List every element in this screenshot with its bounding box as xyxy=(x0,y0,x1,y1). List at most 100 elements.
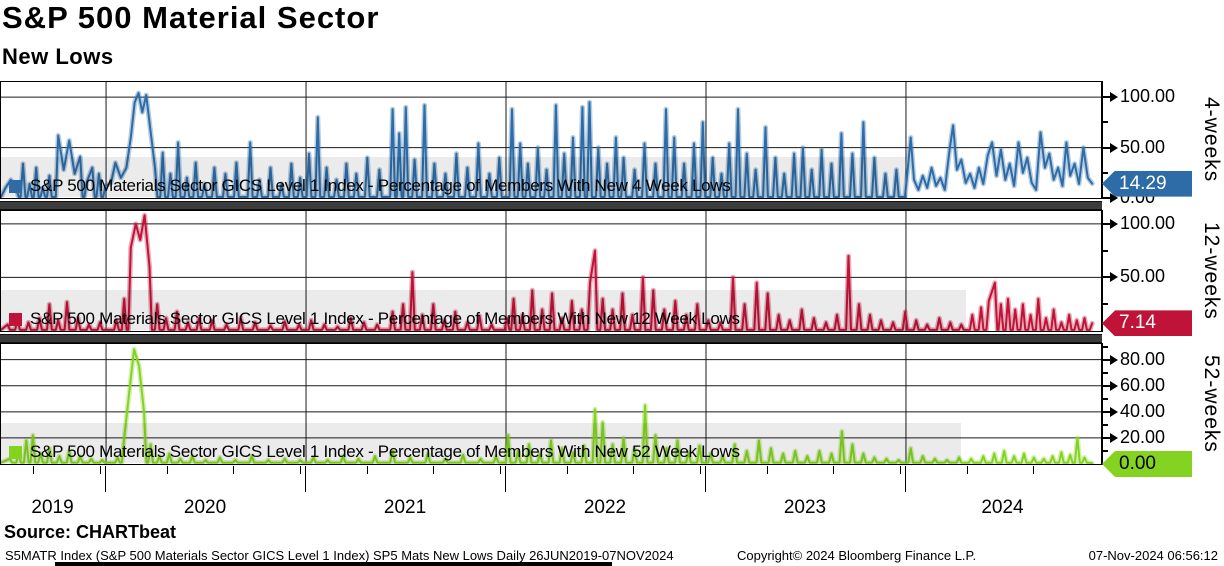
x-minor-tick xyxy=(767,466,768,474)
page-subtitle: New Lows xyxy=(2,44,114,69)
x-tick-label-2023: 2023 xyxy=(783,497,827,518)
plot-4-weeks xyxy=(1,82,1101,198)
y-minor-tick xyxy=(1102,303,1108,306)
legend-12-weeks: S&P 500 Materials Sector GICS Level 1 In… xyxy=(9,309,740,329)
plot-52-weeks xyxy=(1,344,1101,464)
y-minor-tick xyxy=(1102,121,1108,124)
y-tick-label: 100.00 xyxy=(1120,86,1176,107)
legend-label: S&P 500 Materials Sector GICS Level 1 In… xyxy=(30,176,731,195)
y-minor-tick xyxy=(1102,249,1108,252)
y-minor-tick xyxy=(1102,397,1108,400)
legend-marker-icon xyxy=(9,445,22,459)
x-minor-tick xyxy=(833,466,834,474)
y-tick xyxy=(1102,358,1112,361)
x-minor-tick xyxy=(1033,466,1034,474)
y-tick-arrow-icon xyxy=(1110,272,1118,283)
legend-label: S&P 500 Materials Sector GICS Level 1 In… xyxy=(30,442,740,461)
x-minor-tick xyxy=(167,466,168,474)
x-minor-tick xyxy=(633,466,634,474)
right-axis-column: 100.00 50.00 0.00 14.29 4-weeks 100.00 50.00 7.… xyxy=(1100,0,1224,566)
y-tick xyxy=(1102,276,1112,279)
legend-label: S&P 500 Materials Sector GICS Level 1 In… xyxy=(30,309,740,328)
year-separator xyxy=(305,466,307,492)
last-value-badge-52-weeks: 0.00 xyxy=(1102,451,1192,477)
y-tick xyxy=(1102,146,1112,149)
year-separator xyxy=(105,466,107,492)
series-line-12-weeks xyxy=(1,214,1094,331)
legend-band xyxy=(1,423,961,463)
series-line-4-weeks xyxy=(1,92,1094,198)
series-line-52-weeks xyxy=(1,348,1094,464)
panel-axis-label-12-weeks: 12-weeks xyxy=(1200,222,1223,320)
legend-marker-icon xyxy=(9,312,22,326)
y-tick-label: 80.00 xyxy=(1120,348,1166,369)
panel-separator xyxy=(0,201,1102,210)
x-minor-tick xyxy=(500,466,501,474)
x-minor-tick xyxy=(700,466,701,474)
y-tick-arrow-icon xyxy=(1110,92,1118,103)
y-tick-arrow-icon xyxy=(1110,380,1118,391)
legend-band xyxy=(1,290,966,330)
y-tick xyxy=(1102,384,1112,387)
y-tick-arrow-icon xyxy=(1110,432,1118,443)
legend-band xyxy=(1,157,906,197)
source-line: Source: CHARTbeat xyxy=(4,522,177,542)
y-tick xyxy=(1102,436,1112,439)
y-tick xyxy=(1102,410,1112,413)
y-tick-label: 20.00 xyxy=(1120,426,1166,447)
x-minor-tick xyxy=(100,466,101,474)
y-tick-arrow-icon xyxy=(1110,142,1118,153)
x-minor-tick xyxy=(967,466,968,474)
x-tick-label-2024: 2024 xyxy=(981,497,1024,518)
x-minor-tick xyxy=(433,466,434,474)
y-minor-tick xyxy=(1102,423,1108,426)
y-tick xyxy=(1102,197,1112,199)
panel-separator xyxy=(0,334,1102,343)
x-tick-label-2022: 2022 xyxy=(583,497,627,518)
x-minor-tick xyxy=(900,466,901,474)
y-tick-arrow-icon xyxy=(1110,193,1118,203)
panel-52-weeks[interactable]: S&P 500 Materials Sector GICS Level 1 In… xyxy=(0,343,1103,465)
legend-52-weeks: S&P 500 Materials Sector GICS Level 1 In… xyxy=(9,442,740,462)
panel-12-weeks[interactable]: S&P 500 Materials Sector GICS Level 1 In… xyxy=(0,210,1103,332)
x-minor-tick xyxy=(233,466,234,474)
legend-4-weeks: S&P 500 Materials Sector GICS Level 1 In… xyxy=(9,176,731,196)
y-tick-label: 40.00 xyxy=(1120,400,1166,421)
x-minor-tick xyxy=(567,466,568,474)
y-tick xyxy=(1102,222,1112,225)
page-title: S&P 500 Material Sector xyxy=(2,0,380,35)
panel-axis-label-4-weeks: 4-weeks xyxy=(1200,97,1223,183)
footer-security-info: S5MATR Index (S&P 500 Materials Sector G… xyxy=(5,548,674,563)
y-tick-arrow-icon xyxy=(1110,218,1118,229)
year-separator xyxy=(704,466,706,492)
x-minor-tick xyxy=(300,466,301,474)
y-tick-label: 50.00 xyxy=(1120,136,1166,157)
footer-timestamp: 07-Nov-2024 06:56:12 xyxy=(1088,548,1218,563)
x-minor-tick xyxy=(33,466,34,474)
y-tick-label: 100.00 xyxy=(1120,212,1176,233)
bottom-bar xyxy=(55,562,612,566)
y-minor-tick xyxy=(1102,371,1108,374)
panel-axis-label-52-weeks: 52-weeks xyxy=(1200,355,1223,453)
y-tick-arrow-icon xyxy=(1110,406,1118,417)
last-value-badge-12-weeks: 7.14 xyxy=(1102,310,1192,337)
plot-12-weeks xyxy=(1,211,1101,331)
year-separator xyxy=(904,466,906,492)
footer-copyright: Copyright© 2024 Bloomberg Finance L.P. xyxy=(737,548,977,563)
y-minor-tick xyxy=(1102,449,1108,452)
y-minor-tick xyxy=(1102,345,1108,348)
year-separator xyxy=(505,466,506,492)
y-minor-tick xyxy=(1102,171,1108,174)
x-minor-tick xyxy=(367,466,368,474)
last-value-badge-4-weeks: 14.29 xyxy=(1102,170,1192,197)
x-tick-label-2019: 2019 xyxy=(31,497,74,518)
panel-4-weeks[interactable]: S&P 500 Materials Sector GICS Level 1 In… xyxy=(0,81,1103,199)
x-tick-label-2021: 2021 xyxy=(383,497,427,518)
y-tick-label: 60.00 xyxy=(1120,374,1166,395)
legend-marker-icon xyxy=(9,179,22,193)
x-tick-label-2020: 2020 xyxy=(183,497,227,518)
y-tick-label: 50.00 xyxy=(1120,266,1166,287)
y-tick xyxy=(1102,96,1112,99)
y-tick-arrow-icon xyxy=(1110,354,1118,365)
